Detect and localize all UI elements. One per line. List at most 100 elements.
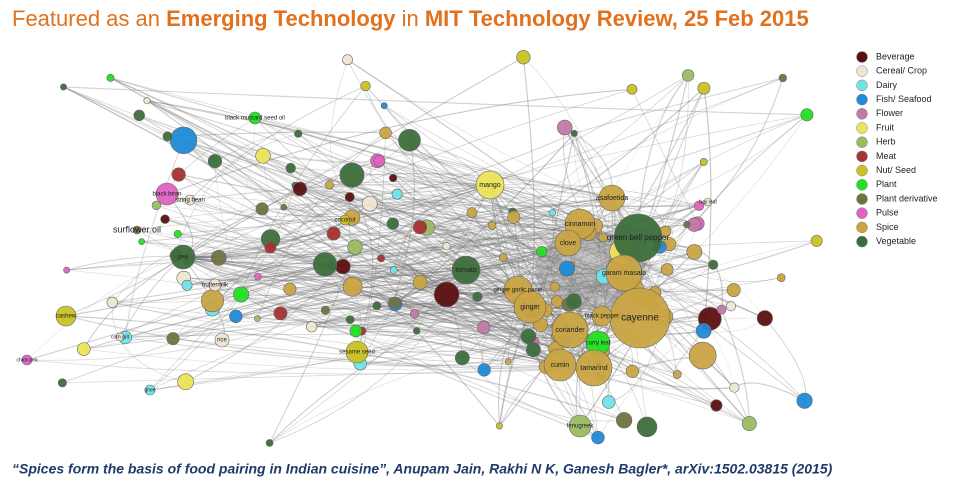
node xyxy=(285,162,296,174)
labelled-node xyxy=(513,290,547,324)
node xyxy=(466,207,478,218)
edge xyxy=(167,131,386,137)
node-label: sesame seed xyxy=(339,350,375,356)
edge xyxy=(299,184,491,194)
node xyxy=(133,109,145,122)
edge xyxy=(182,254,656,294)
legend-swatch xyxy=(856,193,868,205)
edge xyxy=(26,309,326,361)
edge xyxy=(294,172,613,199)
node xyxy=(796,392,813,409)
edge xyxy=(489,184,530,337)
edge xyxy=(182,229,604,258)
edge xyxy=(182,56,524,258)
node xyxy=(708,259,719,270)
edge xyxy=(240,293,351,324)
node-label: rice xyxy=(217,338,227,344)
edge xyxy=(522,57,535,308)
labelled-node xyxy=(575,349,613,387)
edge xyxy=(489,184,561,366)
edge xyxy=(349,196,558,302)
node-label: tamarind xyxy=(580,365,607,372)
node xyxy=(391,188,403,200)
edge xyxy=(269,289,519,444)
edge xyxy=(125,313,281,338)
node xyxy=(207,154,223,169)
edge xyxy=(393,177,491,186)
edge xyxy=(182,256,356,332)
node xyxy=(166,332,180,346)
labelled-node xyxy=(184,194,196,206)
edge xyxy=(177,217,353,235)
node xyxy=(386,217,399,230)
edge xyxy=(166,88,633,195)
node xyxy=(255,148,271,164)
node xyxy=(60,83,67,91)
node-label: coconut xyxy=(334,218,355,224)
labelled-node xyxy=(605,254,643,292)
node xyxy=(306,321,318,333)
node xyxy=(636,416,658,438)
node-label: string bean xyxy=(175,198,205,204)
edge xyxy=(186,88,633,262)
edge xyxy=(342,264,467,271)
node xyxy=(389,266,398,274)
legend-swatch xyxy=(856,207,868,219)
edge xyxy=(311,306,531,328)
node xyxy=(498,253,508,262)
edge xyxy=(349,196,374,353)
node-label: ginger garlic paste xyxy=(493,288,543,294)
node xyxy=(756,310,773,327)
edge xyxy=(177,223,581,241)
node xyxy=(550,295,564,308)
edge xyxy=(112,301,415,324)
edge xyxy=(573,133,656,293)
legend-swatch xyxy=(856,122,868,134)
labelled-node xyxy=(591,305,613,327)
labels: black mustard seed oil surflower oil black… xyxy=(16,116,717,430)
node xyxy=(477,363,491,377)
labelled-node xyxy=(345,340,369,364)
edge xyxy=(66,255,219,271)
edge xyxy=(499,342,599,427)
edge xyxy=(146,100,416,315)
node xyxy=(686,244,703,260)
node xyxy=(326,226,341,241)
edge xyxy=(167,136,491,188)
edge xyxy=(218,257,625,421)
legend-label: Herb xyxy=(876,137,896,147)
legend-label: Cereal/ Crop xyxy=(876,66,927,76)
node xyxy=(57,378,67,388)
edge xyxy=(182,256,567,270)
edge xyxy=(397,193,766,319)
labelled-node xyxy=(144,384,156,396)
legend-swatch xyxy=(856,93,868,106)
edge xyxy=(257,276,531,308)
node xyxy=(672,370,682,379)
node xyxy=(536,246,548,258)
edge xyxy=(182,256,717,406)
edge xyxy=(396,193,542,253)
edge xyxy=(517,224,695,291)
edge xyxy=(360,317,641,367)
edge xyxy=(141,241,561,366)
edge xyxy=(329,184,700,207)
legend-label: Nut/ Seed xyxy=(876,165,916,175)
edge xyxy=(218,77,783,259)
node-label: tomato xyxy=(455,267,477,274)
node-label: green bell pepper xyxy=(607,233,670,242)
title-part: in xyxy=(396,6,425,31)
labelled-node xyxy=(208,278,222,292)
node xyxy=(380,102,388,110)
edge xyxy=(360,306,531,365)
edge xyxy=(212,300,599,344)
edge xyxy=(149,305,655,391)
edge xyxy=(212,75,689,310)
edge xyxy=(165,218,396,303)
edge xyxy=(420,242,569,283)
edge xyxy=(141,132,575,243)
node xyxy=(699,158,708,166)
node-label: fenugreek xyxy=(567,424,595,430)
node xyxy=(477,320,491,335)
edge xyxy=(26,256,184,361)
